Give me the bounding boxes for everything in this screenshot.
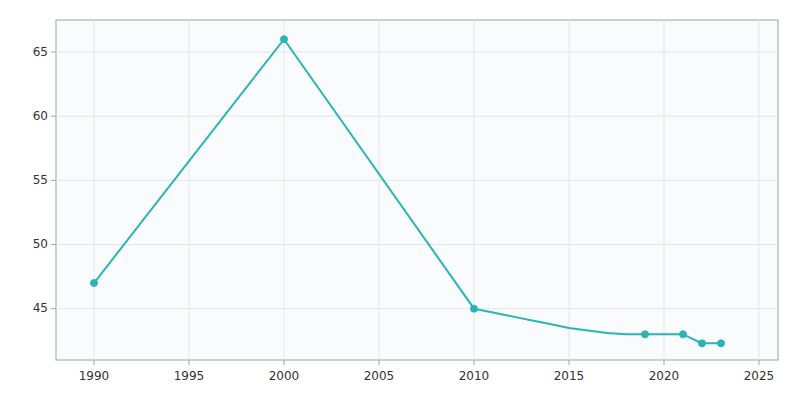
x-tick bbox=[284, 360, 285, 365]
y-tick-label: 50 bbox=[33, 237, 48, 251]
data-point bbox=[680, 331, 687, 338]
x-tick-label: 1995 bbox=[174, 369, 205, 383]
x-tick-label: 2015 bbox=[554, 369, 585, 383]
data-line bbox=[94, 39, 721, 343]
x-tick-label: 1990 bbox=[79, 369, 110, 383]
y-tick bbox=[51, 180, 56, 181]
y-tick-label: 65 bbox=[33, 45, 48, 59]
data-point bbox=[699, 340, 706, 347]
x-grid-line bbox=[664, 20, 665, 360]
x-grid-line bbox=[284, 20, 285, 360]
chart: 45 50 55 60 65 1990 1995 2000 2005 2010 2015 2020 20… bbox=[0, 0, 800, 400]
y-grid-line bbox=[56, 52, 778, 53]
x-grid-line bbox=[759, 20, 760, 360]
plot-frame bbox=[56, 20, 778, 360]
x-tick bbox=[94, 360, 95, 365]
data-point bbox=[91, 280, 98, 287]
x-grid-line bbox=[379, 20, 380, 360]
y-grid-line bbox=[56, 180, 778, 181]
x-tick bbox=[569, 360, 570, 365]
chart-container: 45 50 55 60 65 1990 1995 2000 2005 2010 2015 2020 20… bbox=[0, 0, 800, 400]
x-tick-label: 2005 bbox=[364, 369, 395, 383]
y-tick bbox=[51, 308, 56, 309]
y-tick-label: 45 bbox=[33, 301, 48, 315]
axes: 45 50 55 60 65 1990 1995 2000 2005 2010 2015 2020 20… bbox=[33, 45, 775, 383]
y-tick-label: 60 bbox=[33, 109, 48, 123]
data-point bbox=[471, 305, 478, 312]
x-grid-line bbox=[94, 20, 95, 360]
data-point bbox=[718, 340, 725, 347]
data-point bbox=[642, 331, 649, 338]
y-grid-line bbox=[56, 308, 778, 309]
x-tick-label: 2025 bbox=[744, 369, 775, 383]
y-grid-line bbox=[56, 116, 778, 117]
y-tick bbox=[51, 244, 56, 245]
x-tick bbox=[759, 360, 760, 365]
x-tick-label: 2010 bbox=[459, 369, 490, 383]
x-tick-label: 2020 bbox=[649, 369, 680, 383]
data-point bbox=[281, 36, 288, 43]
y-tick bbox=[51, 116, 56, 117]
x-tick bbox=[189, 360, 190, 365]
grid bbox=[56, 20, 778, 360]
x-grid-line bbox=[189, 20, 190, 360]
x-tick-label: 2000 bbox=[269, 369, 300, 383]
x-grid-line bbox=[569, 20, 570, 360]
y-tick bbox=[51, 52, 56, 53]
y-tick-label: 55 bbox=[33, 173, 48, 187]
x-tick bbox=[379, 360, 380, 365]
y-grid-line bbox=[56, 244, 778, 245]
x-tick bbox=[664, 360, 665, 365]
x-tick bbox=[474, 360, 475, 365]
plot-data bbox=[91, 36, 725, 347]
